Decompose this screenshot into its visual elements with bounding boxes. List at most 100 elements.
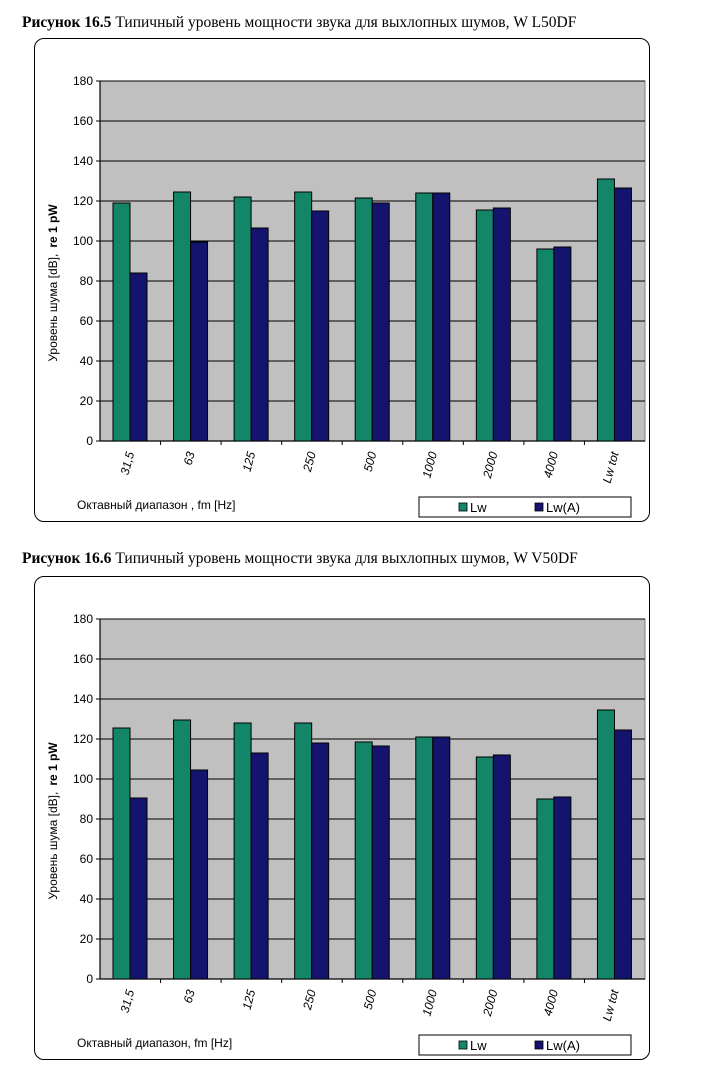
legend-label-0: Lw [470,500,487,515]
x-category-label: Lw tot [600,988,622,1023]
y-tick-label: 120 [73,194,93,208]
legend: Lw Lw(A) [418,1034,632,1056]
bar-lwa-8 [613,187,632,442]
x-category-label: 500 [361,988,380,1011]
y-tick-label: 100 [73,234,93,248]
x-category-label: 4000 [541,450,562,480]
y-tick-label: 20 [80,394,94,408]
x-axis-label: Октавный диапазон , fm [Hz] [77,498,236,512]
bar-lw-1 [173,719,192,980]
x-category-label: 4000 [541,988,562,1018]
bar-lwa-4 [371,202,390,442]
y-axis-label-text: Уровень шума [dB], [46,792,60,900]
legend-swatch-0 [458,502,468,512]
y-tick-label: 0 [86,972,93,986]
figure-number-1: Рисунок 16.5 [22,14,112,31]
y-tick-label: 80 [80,274,94,288]
bar-lwa-0 [129,797,148,980]
legend-label-0: Lw [470,1038,487,1053]
x-category-label: 1000 [420,988,441,1018]
x-category-label: Lw tot [600,450,622,485]
bar-lw-1 [173,191,192,442]
bar-lw-3 [294,722,313,980]
bar-lw-0 [112,727,131,980]
bar-lw-7 [536,248,555,442]
bar-lwa-3 [311,742,330,980]
y-tick-label: 60 [80,314,94,328]
figure-caption-2: Рисунок 16.6 Типичный уровень мощности з… [22,550,578,568]
legend-box [418,496,632,518]
y-tick-label: 180 [73,612,93,626]
bar-lw-5 [415,736,434,980]
x-category-label: 63 [181,450,198,467]
x-category-label: 250 [300,988,319,1012]
y-axis-label-unit: re 1 pW [46,204,60,248]
x-axis-label: Октавный диапазон, fm [Hz] [77,1036,232,1050]
y-tick-label: 60 [80,852,94,866]
bar-lwa-6 [492,754,511,980]
bar-lwa-1 [190,241,209,442]
y-tick-label: 0 [86,434,93,448]
figure-caption-1: Рисунок 16.5 Типичный уровень мощности з… [22,14,576,32]
bar-lw-7 [536,798,555,980]
x-category-label: 2000 [480,988,501,1019]
bar-lwa-3 [311,210,330,442]
y-tick-label: 140 [73,154,93,168]
legend-label-1: Lw(A) [546,1038,580,1053]
bar-lwa-5 [432,736,451,980]
bar-lw-2 [233,196,252,442]
y-tick-label: 40 [80,354,94,368]
figure-title-1: Типичный уровень мощности звука для выхл… [111,14,577,31]
bar-lw-4 [354,741,373,980]
bar-lwa-1 [190,769,209,980]
bar-lw-3 [294,191,313,442]
x-category-label: 250 [300,450,319,474]
bar-lw-4 [354,197,373,442]
bar-chart-1: 0 20 40 60 80 100 120 140 160 180 31,5 63 125 250 500 1… [46,74,646,518]
chart-frame-2: 0 20 40 60 80 100 120 140 160 180 31,5 63 125 250 500 1… [34,576,650,1060]
y-axis-label: Уровень шума [dB], re 1 pW [46,204,60,362]
y-axis-label-unit: re 1 pW [46,742,60,786]
bar-lw-6 [475,756,494,980]
legend-swatch-1 [534,1040,544,1050]
bar-lw-6 [475,209,494,442]
legend: Lw Lw(A) [418,496,632,518]
y-tick-label: 120 [73,732,93,746]
y-tick-label: 40 [80,892,94,906]
bar-chart-2: 0 20 40 60 80 100 120 140 160 180 31,5 63 125 250 500 1… [46,612,646,1056]
y-axis-label: Уровень шума [dB], re 1 pW [46,742,60,900]
bar-lwa-4 [371,745,390,980]
figure-title-2: Типичный уровень мощности звука для выхл… [111,550,578,567]
bar-lwa-7 [553,796,572,980]
y-tick-label: 140 [73,692,93,706]
bar-lw-8 [596,178,615,442]
bar-lwa-6 [492,207,511,442]
bar-lwa-2 [250,752,269,980]
x-category-label: 500 [361,450,380,473]
bar-lwa-5 [432,192,451,442]
x-category-label: 125 [240,450,259,473]
x-category-label: 2000 [480,450,501,481]
y-tick-label: 180 [73,74,93,88]
x-category-label: 31,5 [118,450,138,476]
y-tick-label: 160 [73,114,93,128]
x-category-label: 1000 [420,450,441,480]
legend-swatch-1 [534,502,544,512]
bar-lw-2 [233,722,252,980]
x-category-label: 31,5 [118,988,138,1014]
y-tick-label: 100 [73,772,93,786]
chart-frame-1: 0 20 40 60 80 100 120 140 160 180 31,5 63 125 250 500 1… [34,38,650,522]
x-category-label: 63 [181,988,198,1005]
legend-label-1: Lw(A) [546,500,580,515]
y-tick-label: 160 [73,652,93,666]
legend-box [418,1034,632,1056]
figure-number-2: Рисунок 16.6 [22,550,112,567]
bar-lwa-2 [250,227,269,442]
y-axis-label-text: Уровень шума [dB], [46,254,60,362]
legend-swatch-0 [458,1040,468,1050]
x-category-label: 125 [240,988,259,1011]
bar-lwa-7 [553,246,572,442]
y-tick-label: 20 [80,932,94,946]
y-tick-label: 80 [80,812,94,826]
bar-lw-0 [112,202,131,442]
